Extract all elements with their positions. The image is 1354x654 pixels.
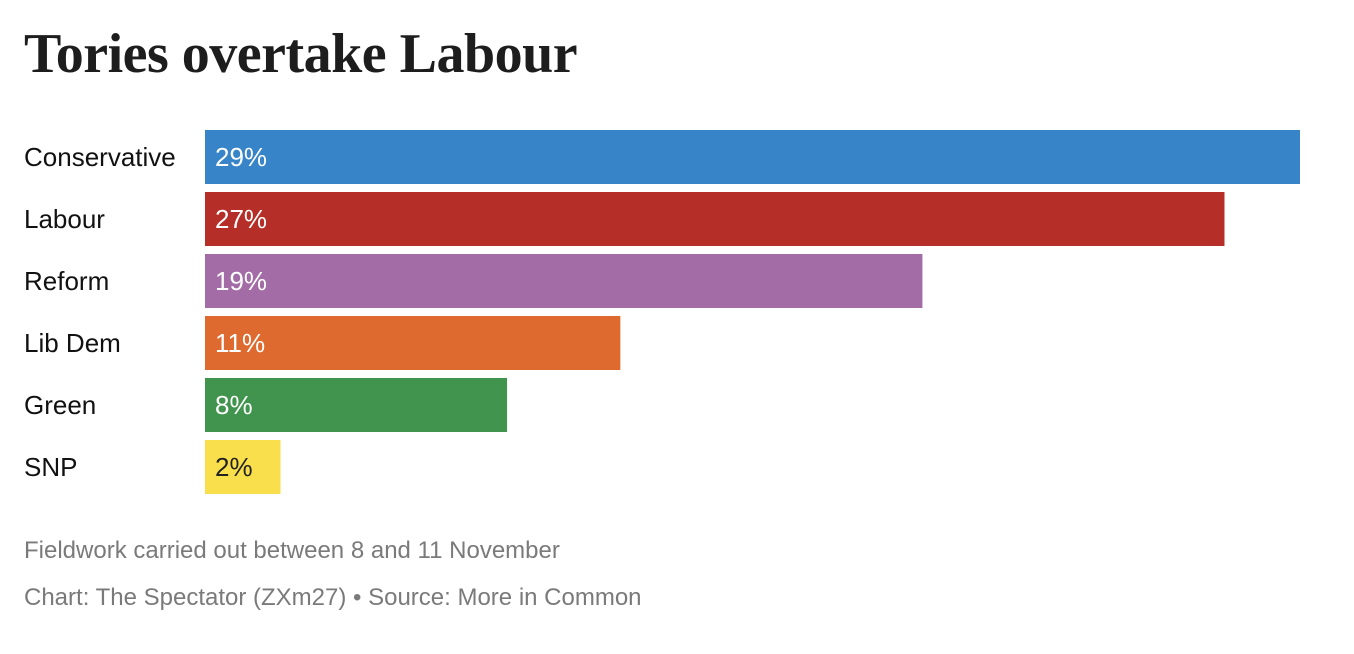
value-label: 19% — [215, 266, 267, 296]
bar-conservative — [205, 130, 1300, 184]
bar-row-conservative: Conservative 29% — [24, 130, 1300, 184]
chart-title: Tories overtake Labour — [24, 23, 578, 85]
value-label: 11% — [215, 328, 265, 358]
category-label: Green — [24, 390, 96, 420]
source-credit: Chart: The Spectator (ZXm27) • Source: M… — [24, 584, 642, 611]
bar-row-lib-dem: Lib Dem 11% — [24, 316, 621, 370]
bar-row-labour: Labour 27% — [24, 192, 1225, 246]
bar-row-reform: Reform 19% — [24, 254, 923, 308]
bar-row-green: Green 8% — [24, 378, 508, 432]
value-label: 8% — [215, 390, 253, 420]
bar-snp — [205, 440, 281, 494]
fieldwork-note: Fieldwork carried out between 8 and 11 N… — [24, 537, 560, 564]
category-label: Labour — [24, 204, 105, 234]
bar-lib-dem — [205, 316, 621, 370]
bar-green — [205, 378, 508, 432]
value-label: 2% — [215, 452, 253, 482]
value-label: 29% — [215, 142, 267, 172]
category-label: Conservative — [24, 142, 176, 172]
value-label: 27% — [215, 204, 267, 234]
bar-row-snp: SNP 2% — [24, 440, 281, 494]
category-label: Reform — [24, 266, 109, 296]
bar-reform — [205, 254, 923, 308]
category-label: SNP — [24, 452, 77, 482]
bar-labour — [205, 192, 1225, 246]
bar-chart: Conservative 29% Labour 27% Reform 19% Lib Dem… — [24, 130, 1300, 494]
category-label: Lib Dem — [24, 328, 121, 358]
